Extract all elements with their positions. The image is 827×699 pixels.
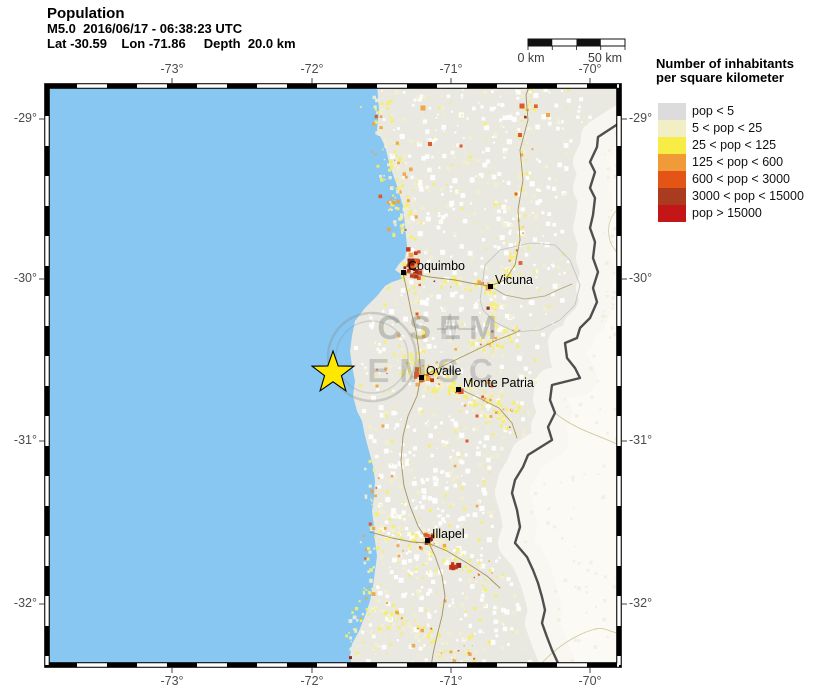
city-label: Monte Patria xyxy=(463,376,534,390)
city-marker xyxy=(425,538,430,543)
city-marker xyxy=(456,387,461,392)
city-label: Vicuna xyxy=(495,273,533,287)
legend-title-line1: Number of inhabitants xyxy=(656,56,794,71)
axis-label-lon-top: -73° xyxy=(160,62,184,76)
scale-bar xyxy=(527,38,626,50)
city-label: Illapel xyxy=(432,527,465,541)
legend-swatch xyxy=(658,188,686,205)
legend-row-label: 5 < pop < 25 xyxy=(692,121,763,135)
axis-label-lat-left: -30° xyxy=(13,271,37,285)
legend-row-label: pop < 5 xyxy=(692,104,735,118)
axis-label-lat-right: -30° xyxy=(629,271,653,285)
legend-swatch xyxy=(658,103,686,120)
axis-label-lon-bottom: -73° xyxy=(160,674,184,688)
axis-label-lon-bottom: -72° xyxy=(300,674,324,688)
watermark-csem: CSEM xyxy=(377,309,505,346)
axis-label-lat-left: -31° xyxy=(13,433,37,447)
axis-label-lon-top: -70° xyxy=(578,62,602,76)
legend-swatch xyxy=(658,137,686,154)
axis-label-lat-right: -29° xyxy=(629,111,653,125)
map-graphics xyxy=(47,86,619,665)
scale-label-right: 50 km xyxy=(587,51,623,65)
axis-label-lon-bottom: -71° xyxy=(439,674,463,688)
city-label: Coquimbo xyxy=(408,259,465,273)
axis-label-lon-top: -72° xyxy=(300,62,324,76)
axis-label-lon-bottom: -70° xyxy=(578,674,602,688)
page-title: Population xyxy=(47,5,125,22)
watermark-emsc: EMSC xyxy=(367,352,503,389)
legend-swatch xyxy=(658,154,686,171)
axis-label-lat-left: -29° xyxy=(13,111,37,125)
epicenter-star xyxy=(310,349,356,393)
axis-label-lat-right: -31° xyxy=(629,433,653,447)
legend-row-label: 3000 < pop < 15000 xyxy=(692,189,804,203)
legend-title-line2: per square kilometer xyxy=(656,70,784,85)
axis-label-lon-top: -71° xyxy=(439,62,463,76)
city-marker xyxy=(419,375,424,380)
legend-swatch xyxy=(658,171,686,188)
legend-swatch xyxy=(658,120,686,137)
event-magnitude-line: M5.0 2016/06/17 - 06:38:23 UTC xyxy=(47,21,243,36)
axis-label-lat-left: -32° xyxy=(13,596,37,610)
map-frame xyxy=(39,78,627,673)
legend-row-label: 25 < pop < 125 xyxy=(692,138,777,152)
city-label: Ovalle xyxy=(426,364,462,378)
legend-row-label: pop > 15000 xyxy=(692,206,762,220)
city-marker xyxy=(488,284,493,289)
event-coords-line: Lat -30.59 Lon -71.86 Depth 20.0 km xyxy=(47,36,296,51)
city-marker xyxy=(401,270,406,275)
legend-row-label: 600 < pop < 3000 xyxy=(692,172,791,186)
legend-row-label: 125 < pop < 600 xyxy=(692,155,784,169)
scale-label-left: 0 km xyxy=(517,51,545,65)
axis-label-lat-right: -32° xyxy=(629,596,653,610)
legend-swatch xyxy=(658,205,686,222)
